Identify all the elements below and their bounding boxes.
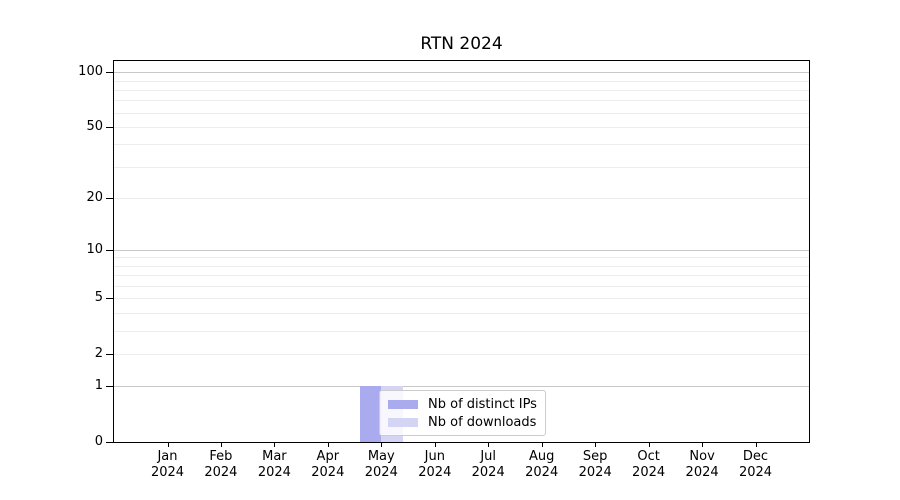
x-tick-label: Oct 2024 xyxy=(632,449,666,480)
y-tick-label: 1 xyxy=(94,378,103,394)
minor-gridline xyxy=(114,265,809,267)
major-gridline xyxy=(114,72,809,74)
y-tick-label: 50 xyxy=(86,118,103,134)
minor-gridline xyxy=(114,100,809,102)
x-tick-mark xyxy=(381,443,383,447)
x-tick-mark xyxy=(488,443,490,447)
x-tick-label: Jan 2024 xyxy=(150,449,185,480)
x-tick-label: Jul 2024 xyxy=(471,449,505,480)
y-tick-label: 10 xyxy=(86,241,103,257)
y-tick-mark xyxy=(106,353,113,355)
y-tick-label: 0 xyxy=(94,434,103,449)
major-gridline xyxy=(114,249,809,251)
x-tick-mark xyxy=(327,443,329,447)
x-tick-label: Aug 2024 xyxy=(525,449,559,480)
minor-gridline xyxy=(114,275,809,277)
minor-gridline xyxy=(114,112,809,114)
y-tick-mark xyxy=(106,249,113,251)
y-tick-label: 20 xyxy=(86,190,103,205)
legend-item-downloads: Nb of downloads xyxy=(388,414,537,431)
x-tick-mark xyxy=(167,443,169,447)
minor-gridline xyxy=(114,313,809,314)
legend-swatch-distinct-ips xyxy=(388,400,418,409)
y-tick-mark xyxy=(106,442,113,443)
minor-gridline xyxy=(114,89,809,91)
minor-gridline xyxy=(114,330,809,332)
legend-swatch-downloads xyxy=(388,418,418,427)
y-tick-mark xyxy=(106,198,113,199)
x-tick-label: Apr 2024 xyxy=(311,449,345,480)
x-tick-mark xyxy=(702,443,704,447)
x-tick-mark xyxy=(755,443,757,447)
x-tick-mark xyxy=(434,443,436,447)
x-tick-label: Mar 2024 xyxy=(257,449,291,480)
minor-gridline xyxy=(114,198,809,199)
x-tick-mark xyxy=(595,443,597,447)
legend-label-distinct-ips: Nb of distinct IPs xyxy=(428,397,537,412)
minor-gridline xyxy=(114,353,809,355)
minor-gridline xyxy=(114,144,809,146)
minor-gridline xyxy=(114,257,809,259)
major-gridline xyxy=(114,386,809,388)
x-tick-label: Dec 2024 xyxy=(738,449,773,480)
minor-gridline xyxy=(114,80,809,82)
x-tick-label: May 2024 xyxy=(364,449,398,480)
x-tick-label: Feb 2024 xyxy=(204,449,238,480)
y-tick-mark xyxy=(106,72,113,74)
y-tick-mark xyxy=(106,386,113,388)
y-tick-mark xyxy=(106,126,113,128)
x-tick-mark xyxy=(541,443,543,447)
y-tick-label: 5 xyxy=(94,290,103,306)
x-tick-label: Jun 2024 xyxy=(418,449,452,480)
x-tick-mark xyxy=(648,443,650,447)
x-tick-label: Sep 2024 xyxy=(578,449,612,480)
minor-gridline xyxy=(114,166,809,168)
x-tick-label: Nov 2024 xyxy=(685,449,719,480)
legend: Nb of distinct IPs Nb of downloads xyxy=(379,390,546,436)
x-tick-mark xyxy=(274,443,276,447)
minor-gridline xyxy=(114,286,809,287)
y-tick-label: 100 xyxy=(78,64,103,80)
legend-label-downloads: Nb of downloads xyxy=(428,415,537,430)
bar-nb-of-distinct-ips-4 xyxy=(359,386,382,442)
minor-gridline xyxy=(114,126,809,128)
y-tick-mark xyxy=(106,298,113,300)
y-tick-label: 2 xyxy=(94,345,103,361)
chart-title: RTN 2024 xyxy=(420,34,503,54)
plot-area: Nb of distinct IPs Nb of downloads xyxy=(113,60,810,443)
legend-item-distinct-ips: Nb of distinct IPs xyxy=(388,396,537,413)
minor-gridline xyxy=(114,298,809,300)
x-tick-mark xyxy=(220,443,222,447)
